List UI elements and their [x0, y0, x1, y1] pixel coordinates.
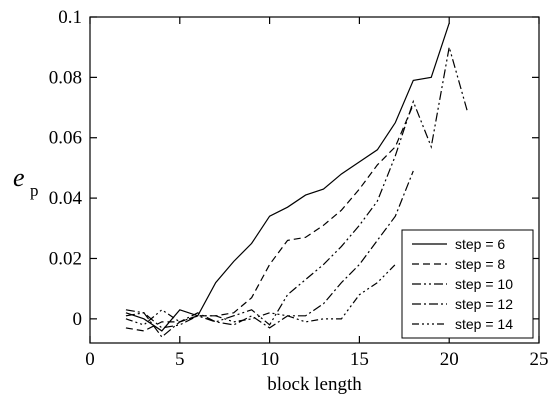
x-tick-label: 15 [350, 349, 369, 370]
x-tick-label: 20 [440, 349, 459, 370]
y-tick-label: 0.1 [58, 7, 82, 28]
y-tick-label: 0.04 [49, 188, 83, 209]
y-axis-label: e [13, 163, 25, 192]
x-tick-label: 0 [85, 349, 95, 370]
series-line-5 [125, 264, 396, 326]
plot-lines [125, 22, 468, 338]
x-tick-label: 5 [175, 349, 185, 370]
plot-frame [89, 16, 540, 344]
legend-label: step = 10 [455, 276, 513, 292]
x-tick-label: 10 [260, 349, 279, 370]
legend-label: step = 6 [455, 236, 505, 252]
legend-label: step = 14 [455, 316, 513, 332]
tick-labels: 0 5 10 15 20 25 0 0.02 0.04 0.06 0.08 0.1 [49, 7, 549, 370]
y-tick-label: 0.08 [49, 67, 82, 88]
legend-label: step = 8 [455, 256, 505, 272]
legend: step = 6 step = 8 step = 10 step = 12 step =… [401, 229, 534, 339]
x-tick-label: 25 [530, 349, 549, 370]
y-tick-label: 0 [73, 309, 83, 330]
series-line-2 [125, 104, 414, 332]
legend-label: step = 12 [455, 296, 513, 312]
legend-box [401, 229, 534, 339]
series-line-3 [125, 47, 468, 329]
y-tick-label: 0.02 [49, 248, 82, 269]
x-axis-label: block length [267, 374, 362, 395]
series-line-1 [125, 22, 450, 332]
series-line-4 [125, 170, 414, 338]
y-axis-label-subscript: p [30, 181, 39, 200]
y-tick-label: 0.06 [49, 128, 82, 149]
